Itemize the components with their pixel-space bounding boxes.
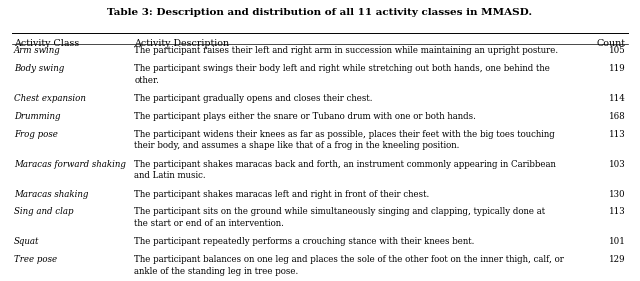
Text: Drumming: Drumming: [14, 112, 61, 121]
Text: The participant sits on the ground while simultaneously singing and clapping, ty: The participant sits on the ground while…: [134, 207, 545, 228]
Text: The participant swings their body left and right while stretching out both hands: The participant swings their body left a…: [134, 64, 550, 85]
Text: 113: 113: [609, 130, 626, 139]
Text: 114: 114: [609, 94, 626, 103]
Text: 130: 130: [609, 190, 626, 199]
Text: 119: 119: [609, 64, 626, 73]
Text: 168: 168: [609, 112, 626, 121]
Text: The participant shakes maracas left and right in front of their chest.: The participant shakes maracas left and …: [134, 190, 429, 199]
Text: Activity Class: Activity Class: [14, 39, 79, 48]
Text: Body swing: Body swing: [14, 64, 65, 73]
Text: Count: Count: [597, 39, 626, 48]
Text: Arm swing: Arm swing: [14, 46, 61, 55]
Text: Squat: Squat: [14, 237, 40, 246]
Text: Frog pose: Frog pose: [14, 130, 58, 139]
Text: The participant widens their knees as far as possible, places their feet with th: The participant widens their knees as fa…: [134, 130, 555, 150]
Text: 129: 129: [609, 255, 626, 264]
Text: The participant plays either the snare or Tubano drum with one or both hands.: The participant plays either the snare o…: [134, 112, 476, 121]
Text: The participant raises their left and right arm in succession while maintaining : The participant raises their left and ri…: [134, 46, 559, 55]
Text: Sing and clap: Sing and clap: [14, 207, 74, 216]
Text: The participant balances on one leg and places the sole of the other foot on the: The participant balances on one leg and …: [134, 255, 564, 276]
Text: 105: 105: [609, 46, 626, 55]
Text: 113: 113: [609, 207, 626, 216]
Text: Chest expansion: Chest expansion: [14, 94, 86, 103]
Text: Maracas forward shaking: Maracas forward shaking: [14, 160, 126, 169]
Text: 101: 101: [609, 237, 626, 246]
Text: Activity Description: Activity Description: [134, 39, 230, 48]
Text: Table 3: Description and distribution of all 11 activity classes in MMASD.: Table 3: Description and distribution of…: [108, 8, 532, 17]
Text: 103: 103: [609, 160, 626, 169]
Text: The participant shakes maracas back and forth, an instrument commonly appearing : The participant shakes maracas back and …: [134, 160, 556, 180]
Text: The participant repeatedly performs a crouching stance with their knees bent.: The participant repeatedly performs a cr…: [134, 237, 475, 246]
Text: Maracas shaking: Maracas shaking: [14, 190, 88, 199]
Text: The participant gradually opens and closes their chest.: The participant gradually opens and clos…: [134, 94, 373, 103]
Text: Tree pose: Tree pose: [14, 255, 57, 264]
